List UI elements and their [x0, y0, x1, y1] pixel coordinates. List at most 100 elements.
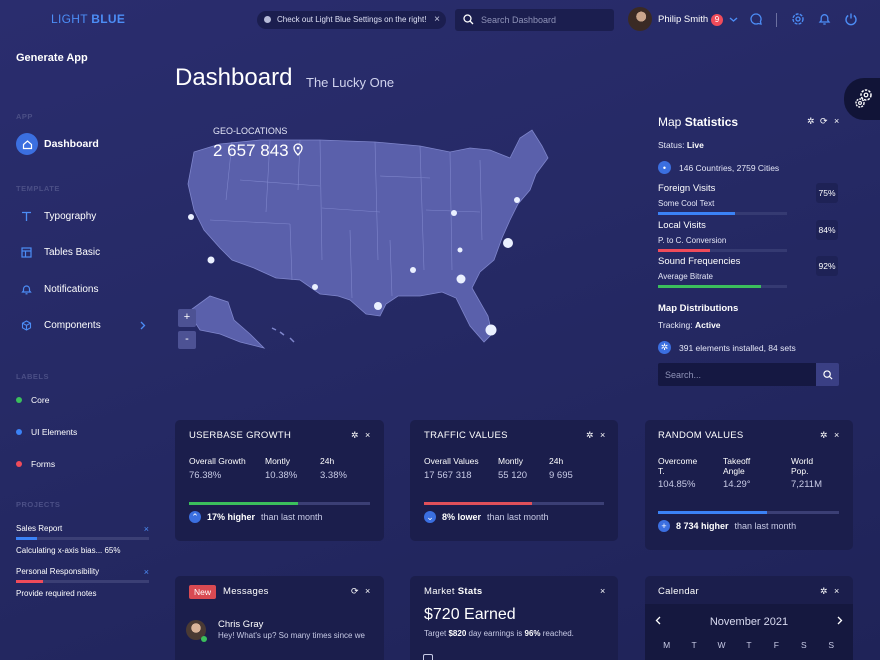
refresh-icon[interactable]: ⟳ — [351, 586, 359, 596]
stat-value: 17 567 318 — [424, 470, 472, 481]
close-icon[interactable]: × — [365, 430, 371, 440]
search-icon — [463, 14, 474, 25]
zoom-in-button[interactable]: + — [178, 309, 196, 327]
weekday-header: M T W T F S S — [645, 640, 853, 650]
checkbox[interactable] — [423, 654, 433, 660]
brand-bold: BLUE — [91, 12, 126, 26]
chevron-right-icon[interactable] — [139, 321, 146, 330]
label-core[interactable]: Core — [16, 395, 49, 405]
stat-label: Overall Values — [424, 456, 479, 466]
foreign-visits-bar — [658, 212, 787, 215]
title-light: Market — [424, 586, 458, 597]
us-map[interactable] — [180, 120, 560, 365]
project-progress — [16, 580, 149, 583]
sidebar-item-label: Components — [44, 319, 101, 331]
sound-frequencies-pct: 92% — [816, 256, 838, 276]
widget-title: Market Stats — [424, 586, 483, 597]
search-icon — [822, 369, 833, 380]
widget-title: Messages — [223, 586, 269, 597]
sidebar-item-tables[interactable]: Tables Basic — [20, 246, 100, 258]
close-icon[interactable]: × — [143, 524, 149, 534]
elements-info: ✲ 391 elements installed, 84 sets — [658, 341, 796, 354]
calendar-month: November 2021 — [709, 616, 789, 628]
market-stats-widget: Market Stats × $720 Earned Target $820 d… — [410, 576, 618, 660]
widget-settings-icon[interactable]: ✲ — [820, 586, 828, 596]
stat-value: 104.85% — [658, 479, 696, 490]
chevron-down-icon[interactable] — [729, 15, 738, 24]
weekday-label: S — [828, 640, 835, 650]
label-forms[interactable]: Forms — [16, 459, 55, 469]
section-labels: LABELS — [16, 372, 49, 381]
brand-logo[interactable]: LIGHT BLUE — [51, 12, 125, 26]
section-app: APP — [16, 112, 33, 121]
map-search-input[interactable]: Search... — [658, 363, 816, 386]
chevron-right-icon[interactable] — [836, 616, 843, 625]
foot-bold: 17% higher — [207, 512, 256, 522]
close-icon[interactable]: × — [834, 586, 840, 596]
stat-value: 10.38% — [265, 470, 298, 481]
ui-elements-dot — [16, 429, 22, 435]
target-percent: 96% — [524, 629, 541, 638]
close-icon[interactable]: × — [600, 586, 606, 596]
info-icon — [264, 16, 271, 23]
widget-settings-icon[interactable]: ✲ — [351, 430, 359, 440]
close-icon[interactable]: × — [365, 586, 371, 596]
zoom-out-button[interactable]: - — [178, 331, 196, 349]
countries-info: • 146 Countries, 2759 Cities — [658, 161, 779, 174]
widget-settings-icon[interactable]: ✲ — [807, 116, 815, 126]
map-marker — [457, 247, 463, 253]
online-status-dot — [201, 636, 207, 642]
widget-footer: +8 734 higher than last month — [658, 520, 796, 532]
sound-frequencies-title: Sound Frequencies — [658, 256, 741, 267]
sidebar-item-typography[interactable]: Typography — [20, 210, 96, 222]
user-name[interactable]: Philip Smith — [658, 14, 709, 25]
search-placeholder: Search Dashboard — [481, 15, 557, 25]
sidebar-item-dashboard[interactable]: Dashboard — [44, 138, 99, 150]
label-ui-elements[interactable]: UI Elements — [16, 427, 77, 437]
weekday-label: T — [691, 640, 697, 650]
target-pre: Target — [424, 629, 449, 638]
map-marker — [451, 210, 457, 216]
page-title: Dashboard — [175, 64, 293, 91]
widget-title: Calendar — [658, 586, 699, 597]
project-personal-responsibility[interactable]: Personal Responsibility × Provide requir… — [16, 567, 149, 598]
cube-icon — [20, 319, 32, 331]
settings-icon[interactable] — [791, 12, 805, 26]
earned-value: $720 Earned — [424, 606, 516, 623]
widget-title: USERBASE GROWTH — [189, 430, 292, 441]
label-text: UI Elements — [31, 427, 78, 437]
widget-settings-icon[interactable]: ✲ — [586, 430, 594, 440]
chat-icon[interactable] — [749, 12, 763, 26]
title-light: Map — [658, 115, 685, 129]
close-icon[interactable]: × — [834, 430, 840, 440]
messages-widget: New Messages ⟳ × Chris Gray Hey! What's … — [175, 576, 384, 660]
message-preview[interactable]: Hey! What's up? So many times since we — [218, 631, 365, 640]
foot-bold: 8 734 higher — [676, 521, 729, 531]
stat-value: 76.38% — [189, 470, 222, 481]
message-sender[interactable]: Chris Gray — [218, 619, 264, 630]
refresh-icon[interactable]: ⟳ — [820, 116, 828, 126]
home-icon[interactable] — [16, 133, 38, 155]
map-marker — [514, 197, 520, 203]
avatar[interactable] — [628, 7, 652, 31]
arrow-up-icon: ⌃ — [189, 511, 201, 523]
close-icon[interactable]: × — [600, 430, 606, 440]
chevron-left-icon[interactable] — [655, 616, 662, 625]
settings-toggle-button[interactable] — [844, 78, 880, 120]
notice-close-icon[interactable]: × — [434, 14, 440, 25]
close-icon[interactable]: × — [143, 567, 149, 577]
map-search-button[interactable] — [816, 363, 839, 386]
dashboard-search-input[interactable]: Search Dashboard — [455, 9, 614, 31]
target-text: Target $820 day earnings is 96% reached. — [424, 629, 574, 638]
close-icon[interactable]: × — [834, 116, 840, 126]
bell-icon[interactable] — [818, 12, 831, 26]
widget-settings-icon[interactable]: ✲ — [820, 430, 828, 440]
foot-rest: than last month — [734, 521, 797, 531]
power-icon[interactable] — [844, 12, 858, 26]
sidebar-item-label: Tables Basic — [44, 246, 101, 258]
project-sales-report[interactable]: Sales Report × Calculating x-axis bias..… — [16, 524, 149, 555]
foreign-visits-pct: 75% — [816, 183, 838, 203]
sidebar-item-components[interactable]: Components — [20, 319, 101, 331]
calendar-widget: Calendar ✲ × November 2021 M T W T F S S — [645, 576, 853, 660]
sidebar-item-notifications[interactable]: Notifications — [20, 283, 98, 295]
